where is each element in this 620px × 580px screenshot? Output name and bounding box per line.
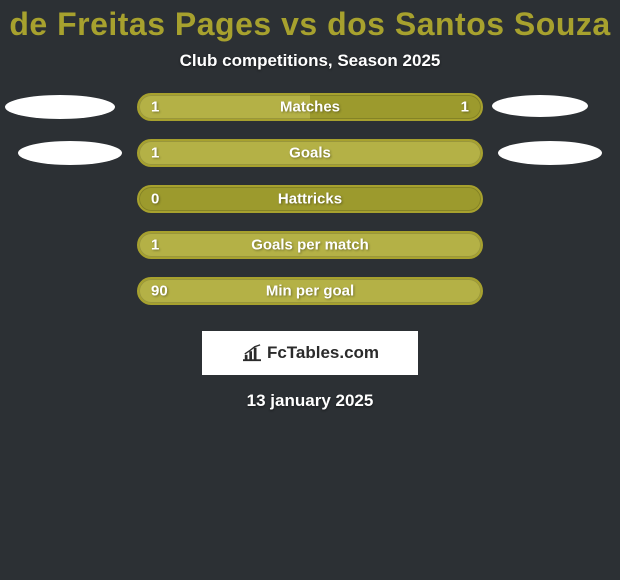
- date: 13 january 2025: [0, 391, 620, 411]
- subtitle: Club competitions, Season 2025: [0, 51, 620, 71]
- player-right-marker: [492, 95, 588, 117]
- stat-value-left: 1: [151, 145, 159, 162]
- stat-value-left: 90: [151, 283, 168, 300]
- player-right-marker: [498, 141, 602, 165]
- stat-row: Min per goal90: [0, 277, 620, 323]
- stat-row: Matches1 1: [0, 93, 620, 139]
- stat-bar: Goals per match1: [137, 231, 483, 259]
- stat-rows: Matches11Goals1Hattricks0Goals per match…: [0, 93, 620, 323]
- page-title: de Freitas Pages vs dos Santos Souza: [0, 0, 620, 45]
- logo-box: FcTables.com: [202, 331, 418, 375]
- stat-value-right: 1: [461, 99, 469, 116]
- stat-label: Hattricks: [139, 191, 481, 208]
- comparison-infographic: de Freitas Pages vs dos Santos Souza Clu…: [0, 0, 620, 580]
- stat-row: Goals per match1: [0, 231, 620, 277]
- stat-label: Min per goal: [139, 283, 481, 300]
- logo-text: FcTables.com: [267, 343, 379, 363]
- bar-chart-icon: [241, 344, 263, 362]
- player-left-marker: [18, 141, 122, 165]
- stat-bar: Min per goal90: [137, 277, 483, 305]
- stat-bar: Matches1 1: [137, 93, 483, 121]
- stat-row: Hattricks0: [0, 185, 620, 231]
- stat-value-left: 0: [151, 191, 159, 208]
- stat-row: Goals1: [0, 139, 620, 185]
- stat-label: Goals per match: [139, 237, 481, 254]
- stat-value-left: 1: [151, 237, 159, 254]
- stat-bar: Hattricks0: [137, 185, 483, 213]
- stat-label: Matches: [139, 99, 481, 116]
- player-left-marker: [5, 95, 115, 119]
- stat-label: Goals: [139, 145, 481, 162]
- stat-value-left: 1: [151, 99, 159, 116]
- stat-bar: Goals1: [137, 139, 483, 167]
